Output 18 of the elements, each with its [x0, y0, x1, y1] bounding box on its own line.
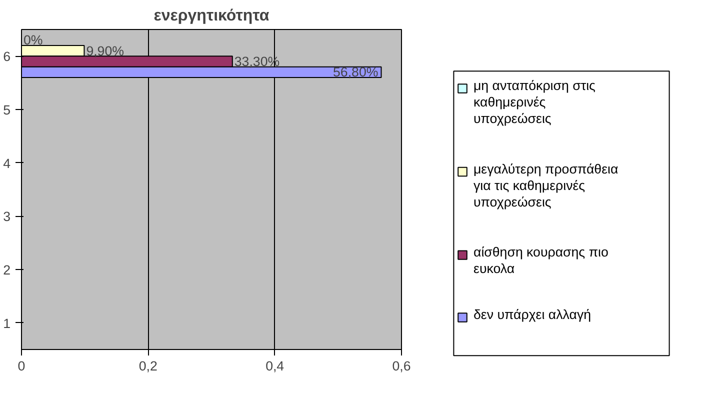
- legend-label: μη ανταπόκριση στις καθημερινές υποχρεώσεις: [474, 78, 596, 126]
- x-tick-label: 0,4: [266, 358, 285, 374]
- legend-label: δεν υπάρχει αλλαγή: [474, 307, 592, 322]
- y-tick-label: 5: [3, 102, 11, 118]
- x-tick-label: 0,6: [392, 358, 411, 374]
- y-tick-label: 2: [3, 262, 11, 278]
- data-label: 9,90%: [86, 43, 124, 58]
- legend-label: αίσθηση κουρασης πιο ευκολα: [474, 244, 608, 276]
- x-tick-label: 0,2: [138, 358, 158, 374]
- y-tick-label: 6: [3, 49, 11, 64]
- legend-label: μεγαλύτερη προσπάθεια για τις καθημερινές υποχρεώσεις: [474, 161, 618, 210]
- y-tick-label: 4: [3, 156, 12, 171]
- y-tick-label: 1: [3, 316, 11, 331]
- data-label: 56,80%: [333, 64, 378, 80]
- x-tick-label: 0: [18, 358, 26, 374]
- y-tick-label: 3: [3, 209, 11, 224]
- data-label: 0%: [24, 32, 43, 48]
- chart-title: ενεργητικότητα: [154, 8, 270, 24]
